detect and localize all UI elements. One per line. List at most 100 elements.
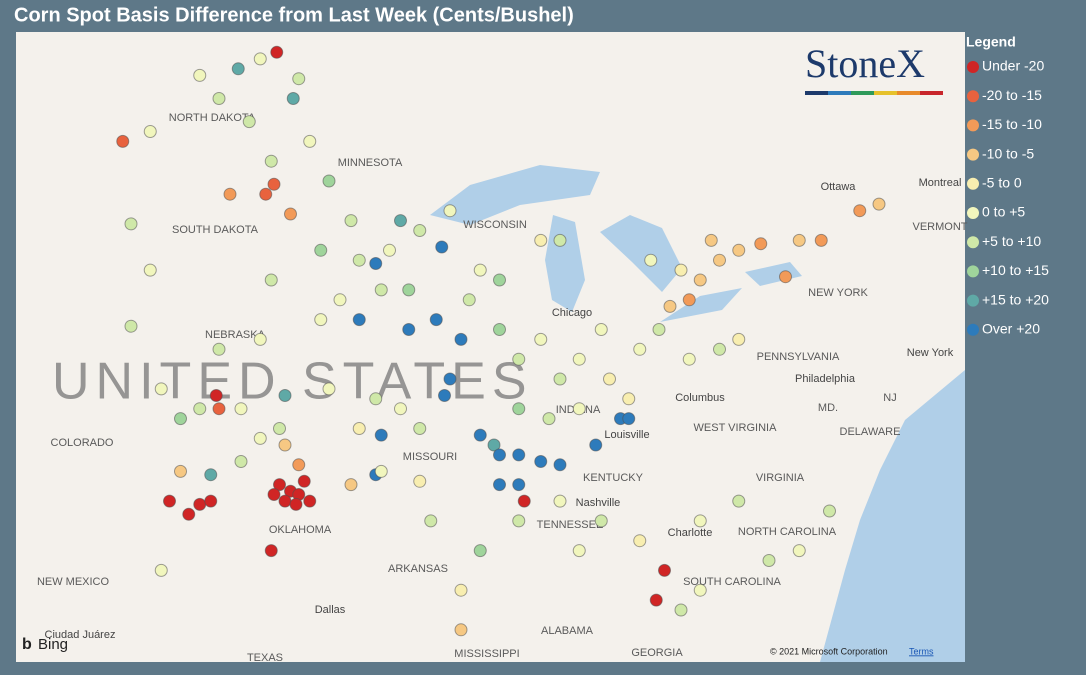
map-label: NEBRASKA: [205, 329, 266, 341]
basis-point: [352, 253, 366, 267]
country-label: UNITED STATES: [52, 353, 533, 411]
city-label: Philadelphia: [795, 373, 856, 385]
basis-point: [234, 402, 248, 416]
basis-point: [413, 474, 427, 488]
basis-point: [454, 623, 468, 637]
basis-point: [116, 134, 130, 148]
basis-point: [413, 422, 427, 435]
basis-point: [572, 352, 586, 366]
terms-link[interactable]: Terms: [909, 646, 934, 656]
legend-swatch: [967, 61, 979, 73]
basis-point: [143, 125, 157, 138]
basis-point: [594, 323, 608, 336]
basis-point: [212, 402, 226, 416]
map-label: VIRGINIA: [756, 472, 805, 484]
legend-label: -20 to -15: [982, 87, 1042, 103]
basis-point: [267, 488, 281, 501]
basis-point: [292, 72, 306, 86]
basis-point: [314, 313, 328, 327]
map-label: WEST VIRGINIA: [694, 422, 778, 434]
basis-point: [853, 204, 867, 218]
basis-point: [286, 92, 300, 105]
basis-point: [534, 455, 548, 468]
basis-point: [693, 273, 707, 287]
map-label: DELAWARE: [840, 426, 901, 438]
lake-superior: [430, 165, 600, 225]
basis-point: [732, 332, 746, 346]
basis-point: [259, 187, 273, 201]
legend-label: +5 to +10: [982, 233, 1041, 249]
basis-point: [658, 563, 671, 577]
city-label: Nashville: [576, 497, 621, 509]
basis-point: [473, 544, 487, 558]
basis-point: [663, 299, 677, 313]
map-label: GEORGIA: [631, 647, 683, 659]
basis-point: [454, 583, 468, 597]
basis-point: [872, 197, 886, 211]
map-label: VERMONT: [913, 221, 968, 233]
city-label: Columbus: [675, 392, 725, 404]
basis-point: [174, 412, 187, 426]
basis-point: [278, 438, 292, 452]
basis-point: [322, 382, 336, 396]
basis-point: [278, 389, 292, 402]
logo-bar: [851, 91, 874, 95]
basis-point: [124, 319, 138, 333]
legend-swatch: [967, 148, 979, 161]
basis-point: [435, 240, 449, 254]
basis-point: [273, 478, 286, 492]
basis-point: [212, 92, 226, 105]
logo-bar: [874, 91, 897, 95]
basis-point: [322, 174, 336, 188]
basis-point: [369, 257, 383, 270]
map-label: KENTUCKY: [583, 472, 644, 484]
map-label: MISSOURI: [403, 451, 457, 463]
provider-icon: b: [22, 636, 32, 653]
city-label: New York: [907, 347, 954, 359]
basis-point: [553, 494, 567, 508]
map-label: SOUTH CAROLINA: [683, 576, 781, 588]
map-label: PENNSYLVANIA: [757, 351, 840, 363]
map-label: COLORADO: [51, 437, 114, 449]
basis-point: [553, 372, 567, 386]
city-label: Montreal: [919, 177, 962, 189]
basis-point: [303, 134, 317, 148]
basis-point: [589, 438, 603, 452]
basis-point: [424, 514, 438, 528]
basis-point: [374, 283, 388, 297]
basis-point: [154, 563, 168, 577]
map: UNITED STATES NORTH DAKOTA MINNESOTA SOUTH…: [16, 32, 968, 664]
title: Corn Spot Basis Difference from Last Wee…: [14, 4, 574, 26]
basis-point: [209, 389, 223, 402]
lake-ontario: [745, 262, 802, 286]
city-label: Louisville: [604, 429, 649, 441]
copyright: © 2021 Microsoft Corporation: [770, 646, 888, 656]
basis-point: [174, 464, 187, 478]
basis-point: [603, 372, 616, 386]
basis-point: [234, 455, 248, 468]
basis-point: [314, 243, 328, 257]
basis-point: [762, 554, 776, 567]
basis-point: [754, 237, 768, 251]
basis-point: [264, 154, 278, 168]
land: [16, 32, 965, 662]
basis-point: [284, 207, 297, 221]
legend-label: +10 to +15: [982, 262, 1049, 278]
legend-label: +15 to +20: [982, 291, 1049, 307]
basis-point: [462, 293, 476, 307]
basis-point: [297, 474, 311, 488]
provider: Bing: [38, 636, 68, 653]
basis-point: [333, 293, 347, 307]
legend-swatch: [967, 119, 979, 132]
basis-point: [352, 313, 366, 327]
city-label: Charlotte: [668, 527, 713, 539]
basis-point: [622, 392, 636, 406]
basis-point: [278, 494, 292, 508]
basis-point: [231, 62, 245, 76]
basis-point: [270, 45, 284, 59]
basis-point: [713, 253, 726, 267]
basis-point: [633, 342, 647, 356]
legend-label: Under -20: [982, 58, 1044, 74]
legend-swatch: [967, 177, 979, 190]
basis-point: [267, 177, 281, 191]
